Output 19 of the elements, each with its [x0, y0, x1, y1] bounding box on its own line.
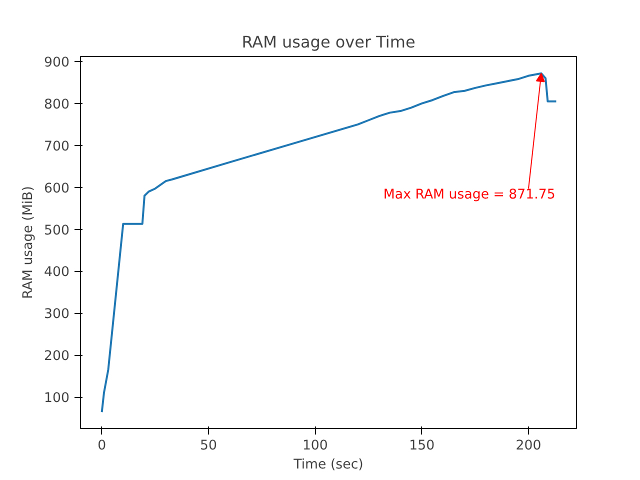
y-tick-label: 200: [44, 349, 70, 364]
x-tick-label: 100: [302, 438, 328, 454]
x-tick-label: 200: [516, 438, 542, 454]
x-axis-title: Time (sec): [292, 458, 364, 472]
y-tick-label: 500: [44, 223, 70, 238]
line-series: [100, 72, 558, 414]
chart-title: RAM usage over Time: [242, 32, 416, 52]
annotation: Max RAM usage = 871.75: [383, 188, 556, 203]
y-tick-label: 600: [44, 181, 70, 196]
x-tick-label: 50: [200, 438, 217, 454]
y-tick-label: 300: [44, 307, 70, 322]
y-tick-label: 100: [44, 391, 70, 406]
y-tick-label: 400: [44, 265, 70, 280]
x-tick-label: 150: [409, 438, 435, 454]
y-tick-label: 800: [44, 97, 70, 112]
y-tick-label: 700: [44, 139, 70, 154]
y-axis-title: RAM usage (MiB): [21, 186, 36, 299]
x-tick-label: 0: [98, 438, 106, 454]
y-tick-label: 900: [44, 56, 70, 71]
